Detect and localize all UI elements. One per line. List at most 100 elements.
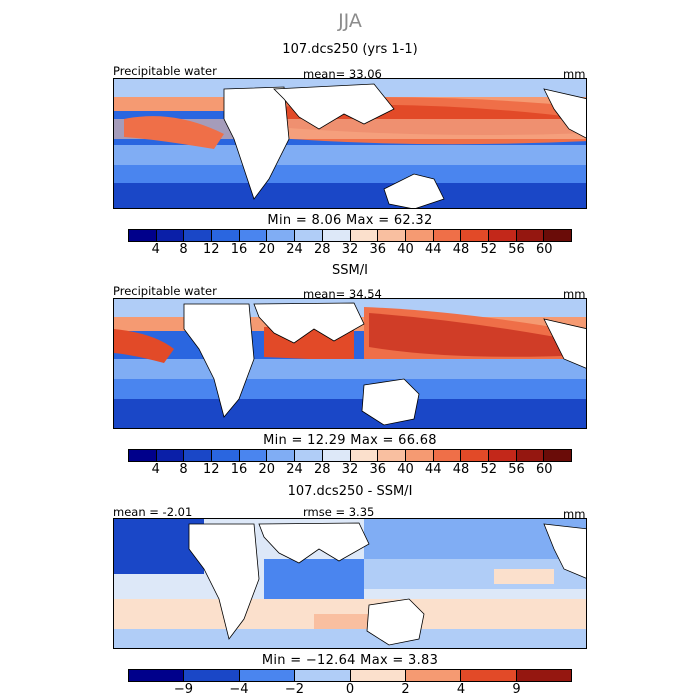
colorbar-swatch — [433, 450, 462, 461]
colorbar-tick: 4 — [151, 462, 160, 477]
colorbar-tick: 2 — [401, 682, 410, 697]
colorbar-swatch — [239, 230, 268, 241]
colorbar-tick: 9 — [512, 682, 521, 697]
panel-1-units-label: mm — [563, 67, 586, 81]
colorbar-tick: 8 — [179, 462, 188, 477]
panel-2-map — [113, 298, 587, 429]
colorbar-swatch — [129, 450, 157, 461]
panel-2-mean-label: mean= 34.54 — [303, 287, 382, 301]
colorbar-tick: −9 — [173, 682, 194, 697]
colorbar-tick: 20 — [258, 242, 276, 257]
colorbar-swatch — [184, 450, 213, 461]
panel-1-mean-label: mean= 33.06 — [303, 67, 382, 81]
colorbar-swatch — [212, 230, 240, 241]
colorbar-swatch — [156, 450, 185, 461]
panel-3-mean-label: mean = -2.01 — [113, 505, 193, 519]
panel-3-map — [113, 518, 587, 649]
colorbar-swatch — [378, 230, 406, 241]
panel-3-stats: Min = −12.64 Max = 3.83 — [261, 653, 439, 668]
colorbar-swatch — [267, 450, 296, 461]
colorbar-swatch — [405, 670, 462, 681]
panel-1-colorbar — [128, 229, 572, 242]
colorbar-tick: 56 — [508, 462, 525, 477]
colorbar-swatch — [544, 450, 571, 461]
colorbar-tick: 44 — [424, 462, 442, 477]
colorbar-tick: 0 — [345, 682, 355, 697]
panel-1-field — [114, 79, 586, 208]
panel-2-field — [114, 299, 586, 428]
colorbar-swatch — [295, 670, 351, 681]
colorbar-swatch — [295, 450, 323, 461]
season-title: JJA — [338, 10, 362, 32]
colorbar-swatch — [350, 230, 379, 241]
colorbar-tick: 48 — [452, 462, 470, 477]
colorbar-tick: 52 — [480, 462, 498, 477]
colorbar-swatch — [267, 230, 296, 241]
colorbar-swatch — [516, 670, 571, 681]
colorbar-swatch — [461, 450, 489, 461]
colorbar-swatch — [129, 670, 185, 681]
panel-2-colorbar — [128, 449, 572, 462]
colorbar-swatch — [405, 230, 434, 241]
panel-1-map — [113, 78, 587, 209]
colorbar-swatch — [322, 230, 351, 241]
colorbar-swatch — [433, 230, 462, 241]
colorbar-tick: 4 — [151, 242, 160, 257]
colorbar-tick: 52 — [480, 242, 498, 257]
colorbar-swatch — [184, 670, 240, 681]
colorbar-swatch — [350, 670, 406, 681]
colorbar-tick: 56 — [508, 242, 525, 257]
colorbar-tick: 16 — [230, 242, 248, 257]
panel-2-variable-label: Precipitable water — [113, 284, 217, 298]
colorbar-tick: 8 — [179, 242, 188, 257]
panel-2-title: SSM/I — [332, 263, 368, 278]
colorbar-tick: 32 — [341, 242, 359, 257]
colorbar-tick: 4 — [456, 682, 466, 697]
panel-3-rmse-label: rmse = 3.35 — [303, 505, 375, 519]
panel-2-stats: Min = 12.29 Max = 66.68 — [263, 433, 437, 448]
panel-2-units-label: mm — [563, 287, 586, 301]
colorbar-swatch — [239, 450, 268, 461]
colorbar-tick: 28 — [313, 242, 331, 257]
panel-3-colorbar-ticks: −9 −4 −2 0 2 4 9 — [128, 682, 572, 698]
panel-3-title: 107.dcs250 - SSM/I — [287, 484, 413, 499]
colorbar-swatch — [461, 230, 489, 241]
colorbar-swatch — [212, 450, 240, 461]
colorbar-tick: 12 — [202, 462, 220, 477]
colorbar-tick: 40 — [397, 242, 414, 257]
panel-1-stats: Min = 8.06 Max = 62.32 — [267, 213, 433, 228]
colorbar-tick: 24 — [286, 242, 303, 257]
colorbar-swatch — [488, 450, 517, 461]
colorbar-tick: 24 — [286, 462, 303, 477]
colorbar-tick: 20 — [258, 462, 276, 477]
panel-3-field — [114, 519, 586, 648]
colorbar-tick: 48 — [452, 242, 470, 257]
colorbar-swatch — [295, 230, 323, 241]
colorbar-swatch — [461, 670, 517, 681]
colorbar-tick: −4 — [229, 682, 249, 697]
colorbar-swatch — [156, 230, 185, 241]
colorbar-tick: 16 — [230, 462, 248, 477]
colorbar-tick: 32 — [341, 462, 359, 477]
colorbar-tick: 60 — [535, 462, 553, 477]
panel-3-colorbar — [128, 669, 572, 682]
colorbar-swatch — [378, 450, 406, 461]
panel-2-colorbar-ticks: 4 8 12 16 20 24 28 32 36 40 44 48 52 56 … — [128, 462, 572, 478]
colorbar-tick: −2 — [284, 682, 305, 697]
colorbar-swatch — [488, 230, 517, 241]
colorbar-tick: 60 — [535, 242, 553, 257]
panel-3-units-label: mm — [563, 507, 586, 521]
colorbar-swatch — [129, 230, 157, 241]
panel-1-title: 107.dcs250 (yrs 1-1) — [282, 42, 418, 57]
colorbar-swatch — [544, 230, 571, 241]
colorbar-swatch — [184, 230, 213, 241]
panel-1-variable-label: Precipitable water — [113, 64, 217, 78]
colorbar-swatch — [516, 450, 545, 461]
colorbar-swatch — [239, 670, 296, 681]
colorbar-swatch — [516, 230, 545, 241]
panel-1-colorbar-ticks: 4 8 12 16 20 24 28 32 36 40 44 48 52 56 … — [128, 242, 572, 258]
colorbar-tick: 36 — [369, 462, 387, 477]
colorbar-tick: 28 — [313, 462, 331, 477]
colorbar-tick: 40 — [397, 462, 414, 477]
colorbar-tick: 44 — [424, 242, 442, 257]
